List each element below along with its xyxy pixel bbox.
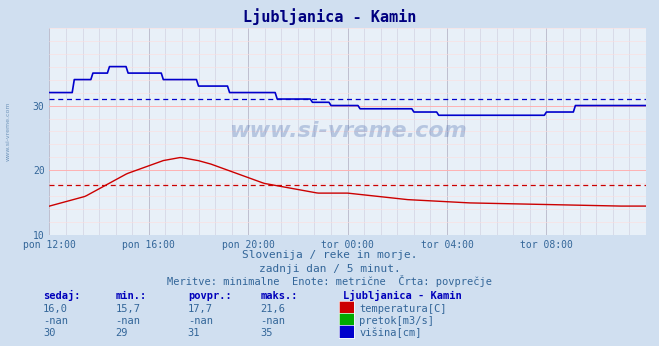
Text: 31: 31 bbox=[188, 328, 200, 338]
Text: Slovenija / reke in morje.: Slovenija / reke in morje. bbox=[242, 250, 417, 260]
Text: Meritve: minimalne  Enote: metrične  Črta: povprečje: Meritve: minimalne Enote: metrične Črta:… bbox=[167, 275, 492, 288]
Text: -nan: -nan bbox=[43, 316, 68, 326]
Text: temperatura[C]: temperatura[C] bbox=[359, 304, 447, 314]
Text: maks.:: maks.: bbox=[260, 291, 298, 301]
Text: 16,0: 16,0 bbox=[43, 304, 68, 314]
Text: www.si-vreme.com: www.si-vreme.com bbox=[5, 102, 11, 161]
Text: www.si-vreme.com: www.si-vreme.com bbox=[229, 121, 467, 142]
Text: -nan: -nan bbox=[188, 316, 213, 326]
Text: 30: 30 bbox=[43, 328, 55, 338]
Text: 17,7: 17,7 bbox=[188, 304, 213, 314]
Text: sedaj:: sedaj: bbox=[43, 290, 80, 301]
Text: 29: 29 bbox=[115, 328, 128, 338]
Text: 35: 35 bbox=[260, 328, 273, 338]
Text: zadnji dan / 5 minut.: zadnji dan / 5 minut. bbox=[258, 264, 401, 274]
Text: pretok[m3/s]: pretok[m3/s] bbox=[359, 316, 434, 326]
Text: Ljubljanica - Kamin: Ljubljanica - Kamin bbox=[343, 290, 461, 301]
Text: višina[cm]: višina[cm] bbox=[359, 327, 422, 338]
Text: povpr.:: povpr.: bbox=[188, 291, 231, 301]
Text: 15,7: 15,7 bbox=[115, 304, 140, 314]
Text: min.:: min.: bbox=[115, 291, 146, 301]
Text: -nan: -nan bbox=[260, 316, 285, 326]
Text: 21,6: 21,6 bbox=[260, 304, 285, 314]
Text: Ljubljanica - Kamin: Ljubljanica - Kamin bbox=[243, 8, 416, 25]
Text: -nan: -nan bbox=[115, 316, 140, 326]
